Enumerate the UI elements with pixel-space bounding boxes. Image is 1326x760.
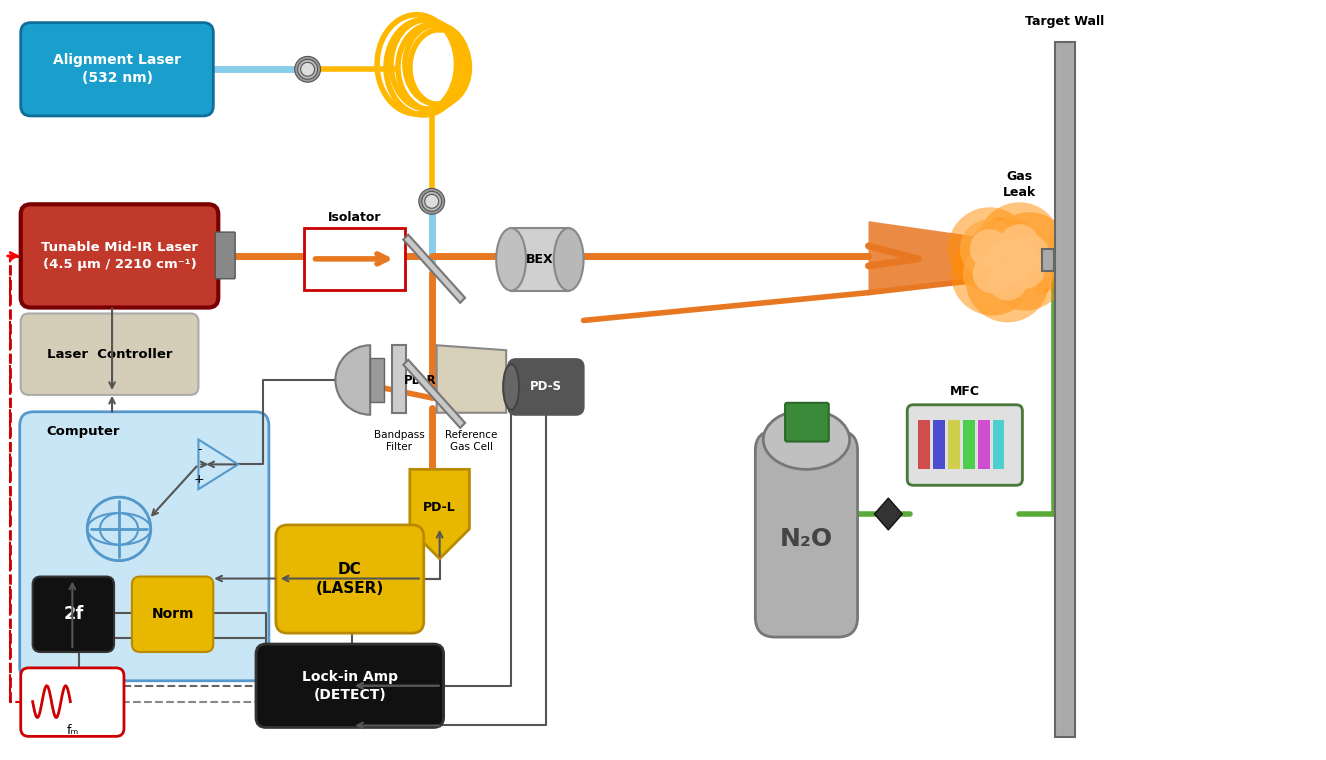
Circle shape (965, 217, 1049, 301)
Circle shape (298, 59, 317, 79)
Bar (511, 228, 569, 290)
Bar (918, 420, 930, 470)
Polygon shape (403, 235, 465, 302)
Text: Lock-in Amp
(DETECT): Lock-in Amp (DETECT) (302, 670, 398, 702)
Text: PD-S: PD-S (530, 381, 562, 394)
Circle shape (1000, 224, 1059, 283)
Text: BEX: BEX (526, 253, 554, 266)
Text: PD-R: PD-R (404, 373, 436, 387)
Bar (948, 420, 960, 470)
Text: MFC: MFC (949, 385, 980, 398)
Text: Gas
Leak: Gas Leak (1002, 170, 1036, 199)
FancyBboxPatch shape (21, 668, 123, 736)
FancyBboxPatch shape (508, 359, 583, 415)
Bar (392, 345, 406, 413)
Circle shape (419, 188, 444, 214)
Circle shape (988, 261, 1028, 301)
FancyBboxPatch shape (276, 525, 424, 633)
Text: Target Wall: Target Wall (1025, 14, 1105, 27)
Polygon shape (874, 498, 902, 530)
Circle shape (948, 207, 1032, 290)
Circle shape (988, 212, 1071, 296)
FancyBboxPatch shape (33, 577, 114, 652)
Text: PD-L: PD-L (423, 501, 456, 514)
Polygon shape (403, 359, 465, 428)
Circle shape (960, 219, 1020, 279)
FancyBboxPatch shape (756, 431, 858, 637)
Text: DC
(LASER): DC (LASER) (316, 562, 385, 597)
Text: Bandpass
Filter: Bandpass Filter (374, 429, 424, 452)
Ellipse shape (764, 410, 850, 470)
Text: 2f: 2f (64, 605, 84, 623)
Circle shape (984, 227, 1067, 311)
Circle shape (988, 239, 1028, 279)
Circle shape (422, 192, 442, 211)
Text: Isolator: Isolator (328, 211, 381, 223)
Circle shape (88, 497, 151, 561)
Circle shape (424, 195, 439, 208)
Circle shape (1009, 234, 1049, 274)
FancyBboxPatch shape (21, 204, 219, 308)
FancyBboxPatch shape (907, 405, 1022, 485)
Circle shape (1005, 249, 1045, 289)
Text: -: - (198, 443, 202, 456)
Circle shape (977, 202, 1061, 286)
Wedge shape (335, 345, 370, 415)
Bar (993, 420, 1005, 470)
Text: fₘ: fₘ (66, 724, 78, 737)
Ellipse shape (496, 228, 526, 290)
Text: +: + (194, 473, 204, 486)
Circle shape (294, 56, 321, 82)
Text: Norm: Norm (151, 607, 194, 621)
Bar (370, 358, 385, 402)
FancyBboxPatch shape (215, 232, 235, 279)
Circle shape (969, 229, 1009, 269)
Bar (963, 420, 975, 470)
Circle shape (1000, 224, 1040, 264)
Bar (1042, 249, 1054, 271)
Circle shape (963, 244, 1022, 303)
Text: N₂O: N₂O (780, 527, 833, 551)
Circle shape (989, 214, 1049, 274)
Text: Computer: Computer (46, 425, 121, 438)
Circle shape (965, 239, 1049, 322)
Circle shape (973, 254, 1013, 293)
Polygon shape (869, 221, 1042, 293)
Circle shape (301, 62, 314, 76)
Circle shape (977, 251, 1037, 311)
FancyBboxPatch shape (131, 577, 213, 652)
Bar (1055, 43, 1075, 737)
Circle shape (977, 229, 1037, 289)
FancyBboxPatch shape (21, 23, 213, 116)
Text: Reference
Gas Cell: Reference Gas Cell (446, 429, 497, 452)
FancyBboxPatch shape (21, 313, 199, 395)
Bar (934, 420, 945, 470)
Ellipse shape (554, 228, 583, 290)
Ellipse shape (503, 364, 518, 410)
Polygon shape (410, 470, 469, 559)
Circle shape (951, 232, 1034, 315)
Text: Tunable Mid-IR Laser
(4.5 μm / 2210 cm⁻¹): Tunable Mid-IR Laser (4.5 μm / 2210 cm⁻¹… (41, 241, 198, 271)
Circle shape (996, 239, 1055, 299)
FancyBboxPatch shape (20, 412, 269, 681)
FancyBboxPatch shape (256, 644, 444, 727)
FancyBboxPatch shape (785, 403, 829, 442)
Bar (977, 420, 989, 470)
Text: Laser  Controller: Laser Controller (46, 347, 172, 361)
Polygon shape (199, 439, 239, 489)
Text: Alignment Laser
(532 nm): Alignment Laser (532 nm) (53, 53, 182, 85)
Polygon shape (436, 345, 507, 413)
FancyBboxPatch shape (304, 228, 404, 290)
